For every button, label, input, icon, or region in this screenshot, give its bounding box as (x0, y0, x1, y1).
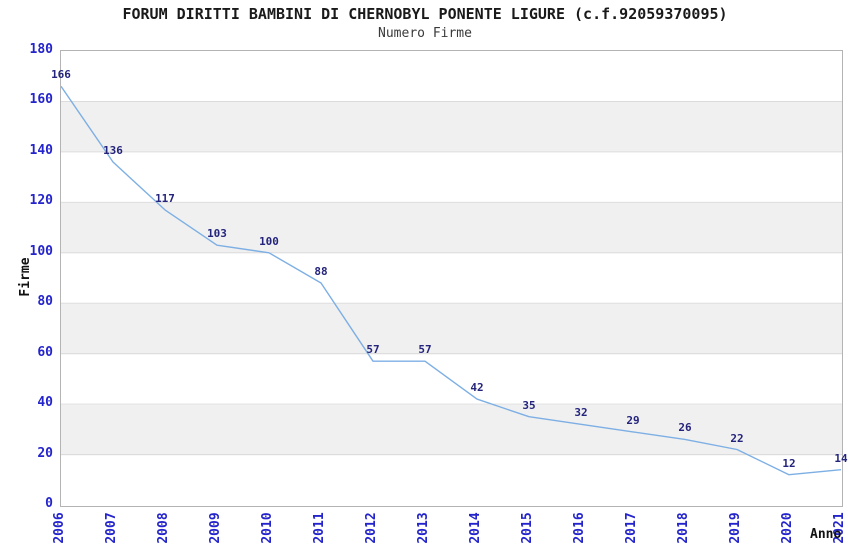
x-tick-label: 2007 (104, 512, 119, 544)
y-tick-label: 40 (37, 395, 53, 411)
x-tick-label: 2018 (676, 512, 691, 544)
x-axis-title: Anno (810, 527, 842, 542)
data-point-label: 57 (418, 343, 432, 357)
x-tick-label: 2012 (364, 512, 379, 544)
y-axis-title: Firme (18, 257, 33, 297)
data-point-label: 35 (522, 398, 536, 412)
y-tick-label: 60 (37, 344, 53, 360)
background-band (61, 404, 842, 456)
plot-area: 166 136 117 103 100 88 57 57 42 35 32 29 26 22 12 14 (51, 50, 848, 507)
background-band (61, 202, 842, 254)
y-tick-label: 120 (29, 193, 53, 209)
y-tick-label: 140 (29, 142, 53, 158)
y-tick-label: 180 (29, 42, 53, 57)
y-tick-label: 160 (29, 92, 53, 108)
plot-svg (61, 85, 842, 476)
x-tick-label: 2020 (780, 512, 795, 544)
x-tick-label: 2006 (52, 512, 67, 544)
data-point-label: 26 (678, 421, 692, 435)
data-point-label: 57 (366, 343, 380, 357)
data-point-label: 136 (103, 144, 123, 157)
chart-title: FORUM DIRITTI BAMBINI DI CHERNOBYL PONEN… (122, 5, 728, 23)
x-tick-label: 2014 (468, 512, 483, 544)
data-point-label: 42 (470, 381, 484, 395)
data-point-label: 166 (51, 68, 71, 82)
y-tick-label: 100 (29, 243, 53, 259)
data-point-label: 22 (730, 431, 744, 445)
data-point-label: 88 (314, 265, 328, 278)
data-point-label: 100 (259, 234, 279, 248)
x-tick-label: 2009 (208, 512, 223, 544)
x-tick-label: 2016 (572, 512, 587, 544)
data-point-label: 103 (207, 227, 227, 241)
chart-subtitle: Numero Firme (378, 26, 472, 41)
data-point-label: 32 (574, 406, 588, 420)
y-tick-label: 0 (45, 496, 53, 511)
data-point-label: 14 (834, 451, 848, 465)
x-tick-label: 2011 (312, 512, 327, 544)
background-band (61, 303, 842, 355)
x-tick-label: 2015 (520, 512, 535, 544)
y-tick-label: 20 (37, 445, 53, 461)
x-tick-label: 2010 (260, 512, 275, 544)
data-line-series (61, 85, 842, 476)
x-tick-label: 2017 (624, 512, 639, 544)
x-tick-label: 2013 (416, 512, 431, 544)
background-band (61, 101, 842, 153)
data-point-label: 12 (782, 456, 796, 470)
x-tick-label: 2019 (728, 512, 743, 544)
data-point-label: 117 (155, 191, 175, 205)
data-point-label: 29 (626, 413, 640, 427)
x-tick-label: 2008 (156, 512, 171, 544)
y-tick-label: 80 (37, 294, 53, 310)
